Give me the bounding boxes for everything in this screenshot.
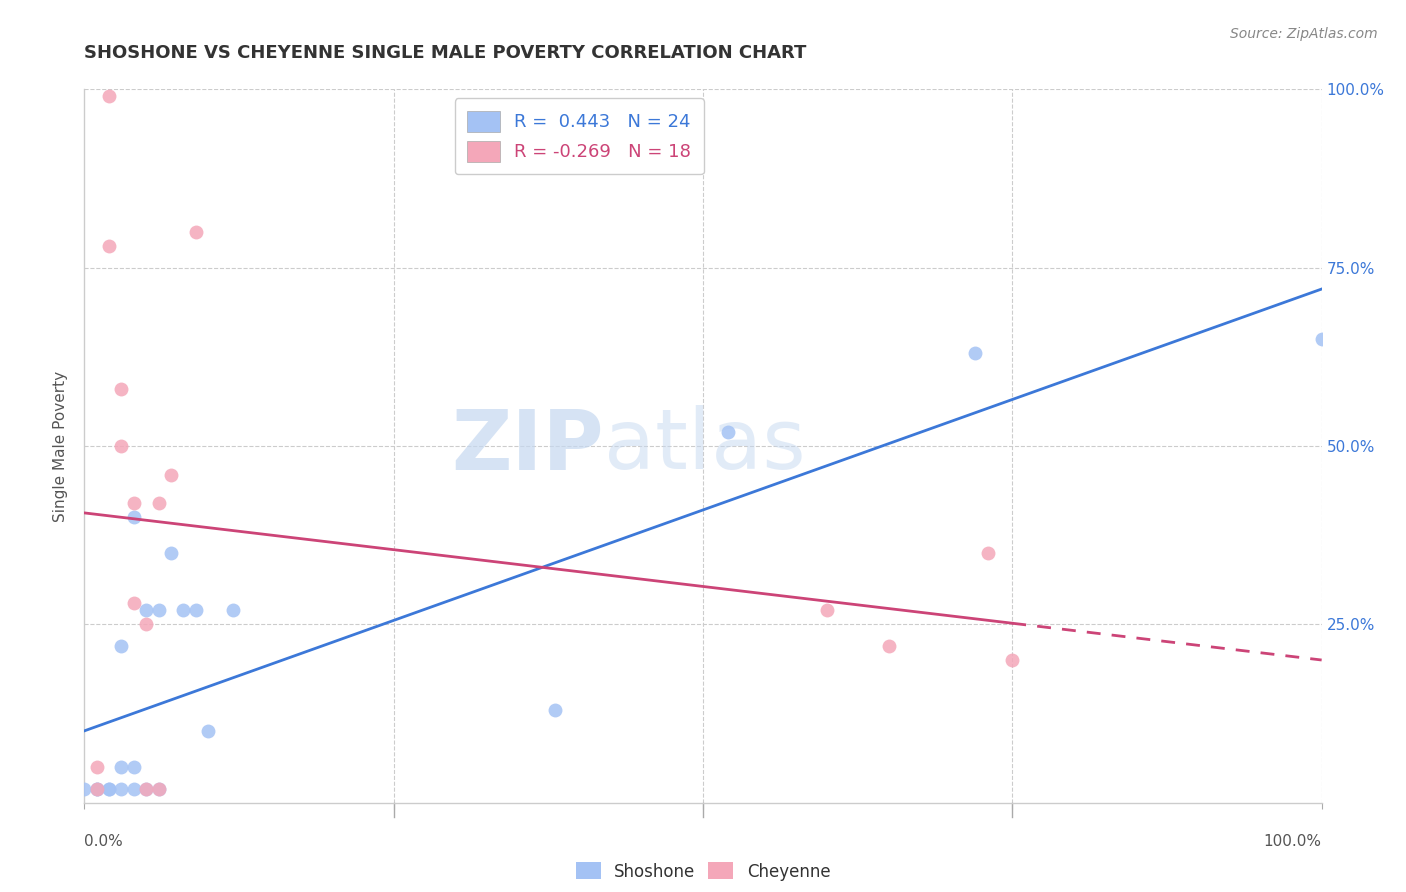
Point [98,239,121,253]
Point [110,382,132,396]
Legend: Shoshone, Cheyenne: Shoshone, Cheyenne [569,855,837,888]
Point [135,603,157,617]
Point [122,496,145,510]
Point [86,781,108,796]
Point [148,603,170,617]
Point [543,703,565,717]
Point [148,781,170,796]
Text: ZIP: ZIP [451,406,605,486]
Point [184,603,207,617]
Point [135,617,157,632]
Point [135,781,157,796]
Text: 100.0%: 100.0% [1264,834,1322,849]
Point [86,781,108,796]
Point [148,781,170,796]
Point [110,760,132,774]
Point [1310,332,1333,346]
Point [122,510,145,524]
Point [110,781,132,796]
Text: SHOSHONE VS CHEYENNE SINGLE MALE POVERTY CORRELATION CHART: SHOSHONE VS CHEYENNE SINGLE MALE POVERTY… [84,45,807,62]
Point [73,781,96,796]
Point [184,225,207,239]
Point [815,603,838,617]
Text: Source: ZipAtlas.com: Source: ZipAtlas.com [1230,27,1378,41]
Point [98,781,121,796]
Point [98,781,121,796]
Point [717,425,740,439]
Point [98,89,121,103]
Point [160,467,183,482]
Point [877,639,900,653]
Text: 0.0%: 0.0% [84,834,124,849]
Point [110,439,132,453]
Point [172,603,194,617]
Point [86,760,108,774]
Point [1001,653,1024,667]
Y-axis label: Single Male Poverty: Single Male Poverty [53,370,69,522]
Point [197,724,219,739]
Point [110,639,132,653]
Point [976,546,998,560]
Point [160,546,183,560]
Point [122,596,145,610]
Point [122,781,145,796]
Point [965,346,987,360]
Point [135,781,157,796]
Point [148,496,170,510]
Text: atlas: atlas [605,406,806,486]
Point [122,760,145,774]
Point [222,603,245,617]
Point [86,781,108,796]
